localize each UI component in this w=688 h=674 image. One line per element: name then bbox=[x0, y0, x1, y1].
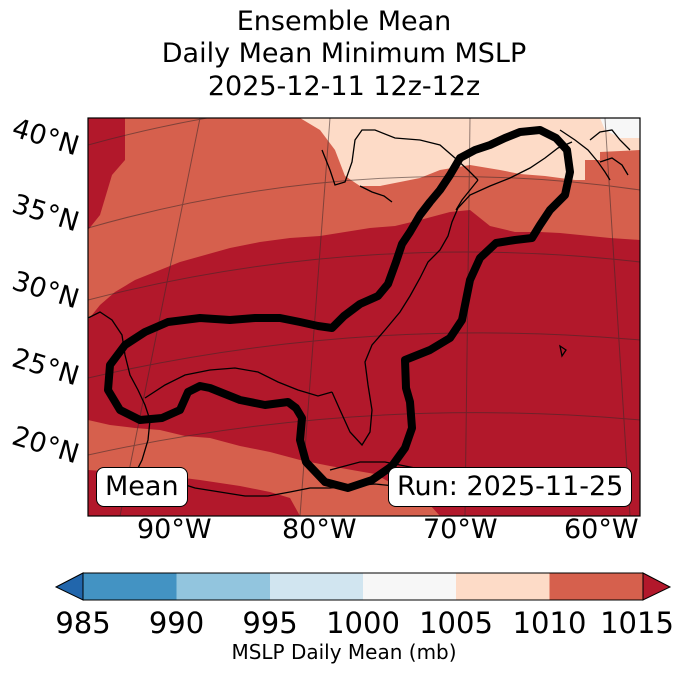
colorbar-bin-1000-1005 bbox=[363, 573, 456, 600]
colorbar-tick-1010: 1010 bbox=[512, 606, 587, 640]
field-1000-1005 bbox=[600, 118, 640, 138]
colorbar-tick-1000: 1000 bbox=[326, 606, 400, 640]
colorbar-bin-985-990 bbox=[83, 573, 177, 600]
colorbar-bin-1010-1015 bbox=[549, 573, 643, 600]
graticule bbox=[88, 118, 640, 516]
colorbar-tick-1005: 1005 bbox=[419, 606, 493, 640]
field-above-1015 bbox=[88, 118, 640, 516]
colorbar-tick-985: 985 bbox=[55, 606, 111, 640]
colorbar-tick-1015: 1015 bbox=[600, 606, 674, 640]
title-line-1: Ensemble Mean bbox=[236, 6, 452, 37]
contour-1010 bbox=[104, 126, 574, 492]
colorbar-tick-995: 995 bbox=[242, 606, 298, 640]
colorbar-tick-990: 990 bbox=[148, 606, 205, 640]
lon-label-80w: 80°W bbox=[282, 514, 357, 545]
mean-badge: Mean bbox=[96, 467, 188, 507]
title-line-2: Daily Mean Minimum MSLP bbox=[161, 38, 527, 69]
colorbar bbox=[54, 572, 672, 601]
colorbar-over-arrow bbox=[642, 572, 672, 601]
lon-label-90w: 90°W bbox=[137, 514, 212, 545]
lon-label-60w: 60°W bbox=[564, 514, 639, 545]
colorbar-under-arrow bbox=[54, 572, 84, 601]
colorbar-bin-990-995 bbox=[176, 573, 270, 600]
lon-label-70w: 70°W bbox=[423, 514, 498, 545]
run-date-badge: Run: 2025-11-25 bbox=[388, 467, 633, 507]
colorbar-label: MSLP Daily Mean (mb) bbox=[231, 640, 457, 664]
title-line-3: 2025-12-11 12z-12z bbox=[207, 71, 481, 102]
map-frame bbox=[87, 117, 641, 517]
colorbar-bin-995-1000 bbox=[270, 573, 363, 600]
colorbar-bin-1005-1010 bbox=[456, 573, 550, 600]
